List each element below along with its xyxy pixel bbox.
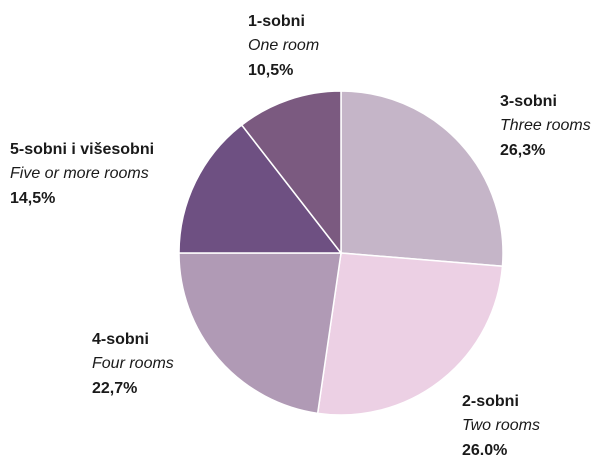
slice-subtitle: Three rooms	[500, 117, 591, 134]
slice-subtitle: Four rooms	[92, 355, 174, 372]
pie-slice	[340, 90, 504, 268]
pie-slice	[240, 90, 342, 256]
slice-subtitle: Five or more rooms	[10, 165, 149, 182]
slice-subtitle: One room	[248, 37, 319, 54]
slice-value: 22,7%	[92, 380, 137, 397]
slice-value: 26,3%	[500, 142, 545, 159]
slice-value: 14,5%	[10, 190, 55, 207]
slice-value: 26.0%	[462, 442, 507, 457]
slice-label: 4-sobni	[92, 331, 149, 348]
pie-slice	[178, 252, 342, 415]
slice-label: 2-sobni	[462, 393, 519, 410]
pie-slice	[178, 123, 343, 254]
pie-slice	[316, 252, 504, 416]
slice-value: 10,5%	[248, 62, 293, 79]
slice-label: 1-sobni	[248, 13, 305, 30]
slice-label: 3-sobni	[500, 93, 557, 110]
slice-subtitle: Two rooms	[462, 417, 540, 434]
slice-label: 5-sobni i višesobni	[10, 141, 154, 158]
